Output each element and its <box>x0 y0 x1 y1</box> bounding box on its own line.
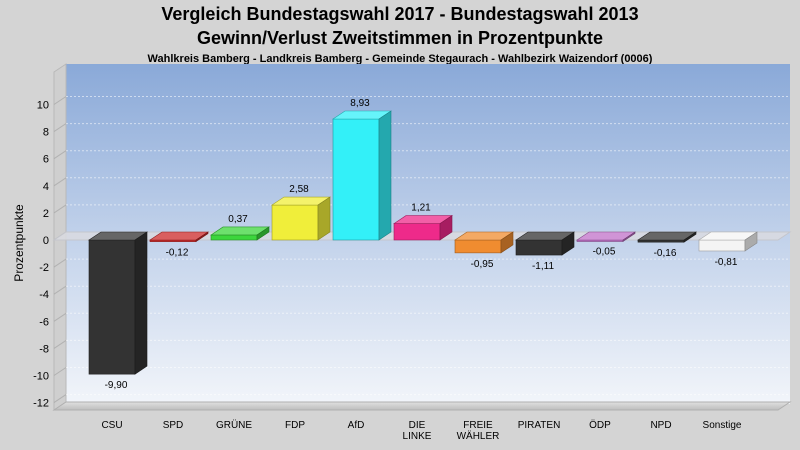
x-tick-label: Sonstige <box>703 420 742 431</box>
y-tick-label: 4 <box>43 181 49 193</box>
data-label: -0,95 <box>471 259 494 270</box>
data-label: -9,90 <box>105 380 128 391</box>
x-tick-label: PIRATEN <box>518 420 561 431</box>
bar-front <box>637 239 685 243</box>
gridline-side <box>53 96 67 105</box>
y-tick-label: 10 <box>37 100 49 112</box>
bar-front <box>698 239 746 252</box>
plot-floor <box>52 401 792 411</box>
bar <box>698 231 758 252</box>
bar-side <box>134 231 148 375</box>
bar-front <box>393 223 441 241</box>
bar <box>454 231 514 254</box>
data-label: 1,21 <box>411 203 431 214</box>
x-tick-label: LINKE <box>403 431 432 442</box>
data-label: -0,12 <box>166 248 189 259</box>
data-label: -0,05 <box>593 247 616 258</box>
gridline-side <box>53 150 67 160</box>
bar <box>149 231 209 243</box>
bar-side <box>500 231 514 254</box>
bar-side <box>195 231 209 243</box>
gridline-side <box>53 204 67 214</box>
bar <box>637 231 697 243</box>
y-tick-label: 0 <box>43 235 49 247</box>
bar-front <box>454 239 502 254</box>
bar-side <box>256 226 270 241</box>
bar-side <box>744 231 758 252</box>
bar-front <box>515 239 563 256</box>
chart-subtitle: Gewinn/Verlust Zweitstimmen in Prozentpu… <box>196 28 604 48</box>
gridline-side <box>53 367 67 376</box>
x-tick-label: DIE <box>409 420 426 431</box>
data-label: -1,11 <box>532 261 554 272</box>
data-label: 0,37 <box>228 214 248 225</box>
y-tick-label: -8 <box>39 343 49 355</box>
data-label: 8,93 <box>350 98 370 109</box>
data-label: -0,16 <box>654 248 677 259</box>
gridline-side <box>53 177 67 187</box>
gridline-side <box>53 312 67 322</box>
data-label: -0,81 <box>715 257 738 268</box>
bar-front <box>332 118 380 241</box>
bar <box>515 231 575 256</box>
bar-front <box>210 234 258 241</box>
x-tick-label: GRÜNE <box>216 419 252 431</box>
y-tick-label: -12 <box>33 398 49 410</box>
bar-side <box>439 215 453 241</box>
bar <box>210 226 270 241</box>
x-tick-label: FDP <box>285 420 305 431</box>
x-tick-label: SPD <box>163 420 184 431</box>
chart-detail: Wahlkreis Bamberg - Landkreis Bamberg - … <box>147 53 653 65</box>
x-tick-label: WÄHLER <box>457 430 500 442</box>
y-tick-label: -4 <box>39 289 49 301</box>
gridline-side <box>53 123 67 133</box>
bar-side <box>378 110 392 241</box>
y-tick-label: -2 <box>39 262 49 274</box>
bar <box>271 196 331 241</box>
bar-side <box>683 231 697 243</box>
x-tick-label: AfD <box>348 420 365 431</box>
x-tick-label: FREIE <box>463 420 493 431</box>
y-tick-label: -6 <box>39 316 49 328</box>
gridline-side <box>53 394 67 404</box>
bar <box>393 215 453 241</box>
bar-front <box>271 204 319 241</box>
gridline-side <box>53 339 67 349</box>
bar-side <box>317 196 331 241</box>
gridline-side <box>53 285 67 295</box>
y-axis-label: Prozentpunkte <box>12 204 26 282</box>
bar <box>88 231 148 375</box>
data-label: 2,58 <box>289 184 309 195</box>
bar <box>576 231 636 243</box>
bar-side <box>622 231 636 243</box>
x-tick-label: CSU <box>101 420 122 431</box>
y-tick-label: 2 <box>43 208 49 220</box>
gridline-side <box>53 258 67 268</box>
bar-front <box>88 239 136 375</box>
x-tick-label: ÖDP <box>589 419 611 431</box>
y-tick-label: 6 <box>43 154 49 166</box>
x-tick-label: NPD <box>650 420 671 431</box>
bar <box>332 110 392 241</box>
bar-side <box>561 231 575 256</box>
chart-title: Vergleich Bundestagswahl 2017 - Bundesta… <box>161 4 639 24</box>
y-tick-label: -10 <box>33 371 49 383</box>
y-tick-label: 8 <box>43 127 49 139</box>
